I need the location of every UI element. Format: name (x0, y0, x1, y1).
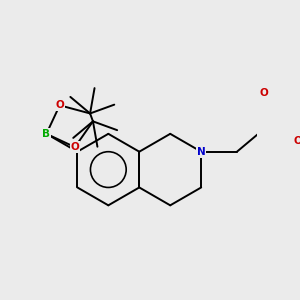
Text: B: B (42, 129, 50, 139)
Text: O: O (55, 100, 64, 110)
Text: O: O (293, 136, 300, 146)
Text: O: O (260, 88, 269, 98)
Text: N: N (197, 147, 206, 157)
Text: O: O (70, 142, 79, 152)
